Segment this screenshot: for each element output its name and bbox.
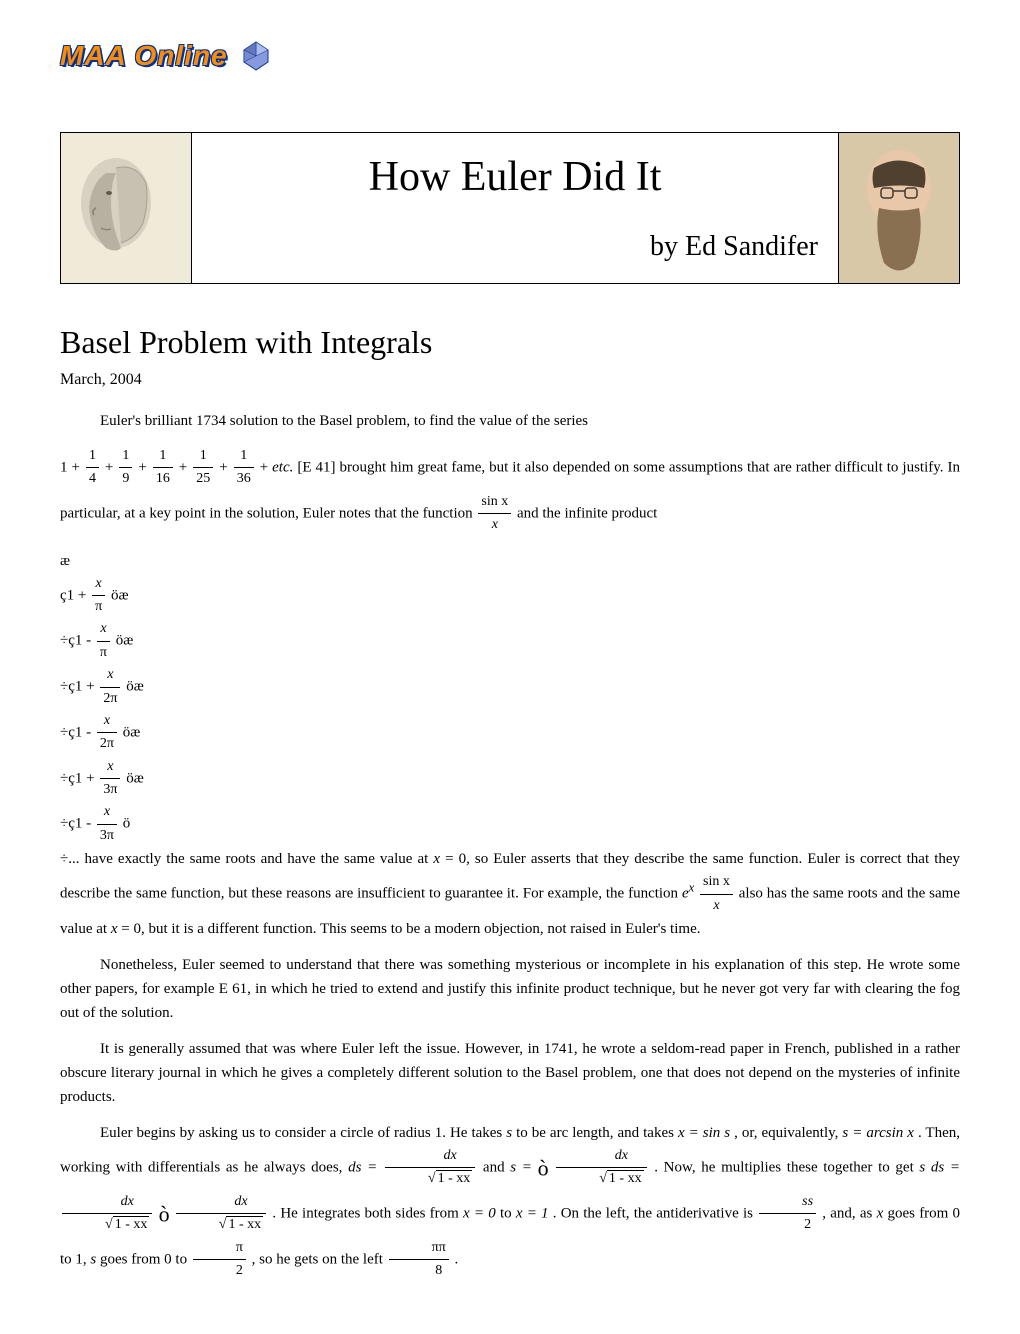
p4-cont9: , and, as <box>822 1205 876 1221</box>
p4-cont4: and <box>483 1159 510 1175</box>
p1-cont2: and the infinite product <box>517 505 657 521</box>
paragraph-1-product: æç1 + xπ öæ÷ç1 - xπ öæ÷ç1 + x2π öæ÷ç1 - … <box>60 549 960 941</box>
paragraph-2: Nonetheless, Euler seemed to understand … <box>60 953 960 1025</box>
polyhedron-icon <box>240 40 272 72</box>
author-line: by Ed Sandifer <box>212 231 818 263</box>
p4-cont6: . He integrates both sides from <box>272 1205 463 1221</box>
header-table: How Euler Did It by Ed Sandifer <box>60 132 960 284</box>
euler-portrait-cell <box>61 133 192 284</box>
logo-bar: MAA Online <box>60 40 960 72</box>
paragraph-4: Euler begins by asking us to consider a … <box>60 1121 960 1282</box>
p4-cont11: goes from 0 to <box>100 1251 191 1267</box>
p1-lead: Euler's brilliant 1734 solution to the B… <box>100 413 588 429</box>
p1-cont6: = 0, but it is a different function. Thi… <box>121 921 700 937</box>
p4-cont8: . On the left, the antiderivative is <box>553 1205 757 1221</box>
main-title: How Euler Did It <box>212 153 818 201</box>
p4-cont13: . <box>455 1251 459 1267</box>
p4-cont5: . Now, he multiplies these together to g… <box>654 1159 919 1175</box>
p4-cont1: to be arc length, and takes <box>516 1125 678 1141</box>
p4-cont7: to <box>500 1205 516 1221</box>
p4-lead: Euler begins by asking us to consider a … <box>100 1125 506 1141</box>
paragraph-3: It is generally assumed that was where E… <box>60 1037 960 1109</box>
author-photo-cell <box>839 133 960 284</box>
article-date: March, 2004 <box>60 371 960 389</box>
article-title: Basel Problem with Integrals <box>60 324 960 361</box>
p4-cont12: , so he gets on the left <box>252 1251 387 1267</box>
euler-portrait <box>61 133 191 283</box>
p1-cont3: have exactly the same roots and have the… <box>85 851 434 867</box>
article-body: Euler's brilliant 1734 solution to the B… <box>60 409 960 1282</box>
paragraph-1-math: 1 + 14 + 19 + 116 + 125 + 136 + etc. [E … <box>60 445 960 537</box>
maa-online-logo: MAA Online <box>60 40 228 72</box>
paragraph-1: Euler's brilliant 1734 solution to the B… <box>60 409 960 433</box>
author-photo <box>839 133 959 283</box>
p4-cont2: , or, equivalently, <box>734 1125 842 1141</box>
title-cell: How Euler Did It by Ed Sandifer <box>192 133 839 284</box>
